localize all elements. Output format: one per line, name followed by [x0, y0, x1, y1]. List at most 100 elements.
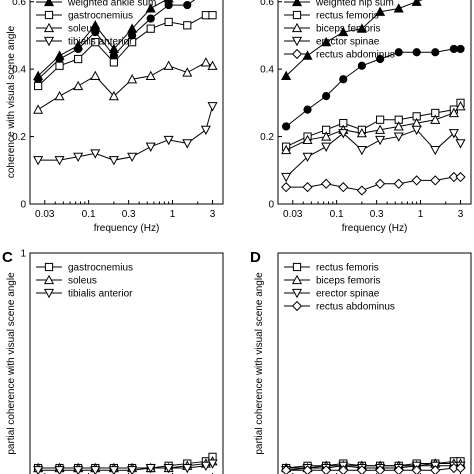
- panel-a-data-point: [208, 11, 217, 20]
- panel-d-data-point: [411, 465, 422, 474]
- panel-a-data-point: [145, 142, 156, 152]
- panel-b-data-point: [411, 175, 422, 186]
- panel-c-legend-label: tibialis anterior: [68, 289, 133, 300]
- panel-b-y-tick-label: 0.4: [260, 65, 274, 76]
- panel-b-data-point: [322, 92, 331, 101]
- panel-d-legend-marker: [291, 274, 303, 285]
- panel-b-data-point: [302, 182, 313, 193]
- panel-b: 0.03 0.1 0.3 1 3 0 0.2 0.4 0.6 frequency (Hz) weig…: [260, 0, 472, 234]
- panel-a-data-point: [109, 58, 118, 67]
- panel-c-data-point: [108, 466, 119, 474]
- panel-b-data-point: [430, 145, 441, 156]
- panel-b-legend-label: weighted hip sum: [315, 0, 394, 9]
- panel-b-data-point: [281, 182, 292, 193]
- panel-b-data-point: [302, 50, 313, 60]
- panel-b-data-point: [338, 26, 349, 37]
- panel-d-legend-marker: [292, 262, 302, 272]
- panel-b-legend-marker: [291, 0, 303, 7]
- panel-b-data-point: [411, 125, 422, 136]
- panel-b-data-point: [281, 70, 292, 80]
- panel-a-data-point: [145, 70, 156, 80]
- panel-a-data-point: [145, 3, 156, 13]
- panel-a-data-point: [201, 11, 210, 20]
- panel-b-data-point: [375, 124, 386, 134]
- panel-c-legend-marker: [43, 274, 55, 285]
- panel-b-x-tick-label: 1: [418, 209, 424, 220]
- panel-b-data-point: [375, 135, 386, 146]
- panel-a-data-point: [33, 104, 44, 114]
- panel-b-data-point: [455, 100, 466, 111]
- panel-b-axes-frame: [277, 0, 472, 205]
- panel-b-data-point: [449, 44, 458, 54]
- panel-a-series-1: [34, 0, 196, 84]
- panel-b-data-point: [375, 178, 386, 189]
- panel-b-data-point: [455, 171, 466, 183]
- panel-c-legend-label: gastrocnemius: [68, 263, 133, 274]
- panel-b-data-point: [448, 171, 459, 183]
- panel-b-data-point: [455, 139, 466, 149]
- panel-b-data-point: [321, 142, 332, 152]
- panel-a-data-point: [108, 156, 119, 166]
- panel-a-series-line: [38, 106, 214, 161]
- panel-c-data-point: [207, 459, 218, 469]
- panel-a-data-point: [146, 14, 155, 23]
- panel-b-y-tick-label: 0.6: [260, 0, 274, 8]
- panel-c-legend-marker: [44, 262, 54, 272]
- panel-b-legend-marker: [291, 36, 303, 47]
- panel-a-legend-marker: [43, 36, 55, 47]
- panel-d-data-point: [302, 465, 313, 474]
- panel-b-data-point: [281, 144, 292, 155]
- panel-b-series-3: [281, 100, 466, 155]
- panel-c-axes-frame: [29, 252, 224, 474]
- panel-b-series-4: [281, 125, 466, 183]
- panel-a-legend-label: gastrocnemius: [68, 11, 133, 22]
- panel-a-data-point: [73, 80, 84, 91]
- panel-c-data-point: [182, 463, 193, 474]
- panel-a-legend-label: tibialis anterior: [68, 37, 133, 48]
- panel-b-data-point: [321, 36, 332, 47]
- panel-a-y-tick-label: 0.4: [12, 65, 26, 76]
- panel-b-x-tick-label: 0.03: [283, 209, 303, 220]
- panel-b-data-point: [393, 121, 404, 131]
- panel-d-data-point: [430, 465, 441, 474]
- panel-a-data-point: [163, 60, 174, 70]
- panel-b-data-point: [376, 115, 385, 124]
- panel-a-x-tick-label: 0.3: [122, 209, 136, 220]
- panel-d-series-3: [281, 462, 466, 474]
- panel-b-data-point: [393, 3, 404, 13]
- panel-b-data-point: [339, 75, 348, 84]
- panel-a-data-point: [164, 0, 173, 10]
- panel-a-legend-label: soleus: [68, 24, 97, 35]
- panel-b-data-point: [393, 132, 404, 142]
- panel-d-legend-marker: [291, 288, 303, 299]
- panel-c-data-point: [145, 463, 156, 474]
- panel-b-data-point: [281, 172, 292, 183]
- panel-a-data-point: [90, 149, 101, 159]
- panel-c: 1 partial coherence with visual scene ang…: [2, 249, 224, 474]
- panel-c-data-point: [163, 463, 174, 474]
- panel-b-data-point: [356, 185, 367, 196]
- panel-a-data-point: [182, 67, 193, 77]
- panel-d-data-point: [338, 465, 349, 474]
- panel-a-data-point: [146, 24, 155, 33]
- panel-a-data-point: [207, 60, 218, 70]
- panel-a-data-point: [33, 156, 44, 166]
- panel-d-data-point: [356, 465, 367, 474]
- panel-d-legend-label: rectus femoris: [316, 263, 379, 274]
- panel-b-y-tick-label: 0: [268, 200, 274, 211]
- panel-c-data-point: [54, 466, 65, 474]
- panel-b-data-point: [375, 6, 386, 16]
- panel-a-x-axis-title: frequency (Hz): [94, 223, 160, 234]
- panel-b-legend-label: rectus abdominus: [316, 50, 395, 61]
- panel-b-data-point: [357, 61, 366, 70]
- panel-a-data-point: [55, 61, 64, 70]
- panel-b-data-point: [282, 122, 291, 131]
- panel-b-data-point: [303, 105, 312, 114]
- panel-a-y-tick-label: 0: [20, 200, 26, 211]
- panel-d-data-point: [393, 465, 404, 474]
- panel-b-data-point: [356, 127, 367, 138]
- panel-d-data-point: [448, 462, 459, 474]
- panel-c-legend: gastrocnemius soleus tibialis anterior: [36, 263, 133, 300]
- panel-c-data-point: [127, 466, 138, 474]
- panel-b-data-point: [376, 54, 385, 64]
